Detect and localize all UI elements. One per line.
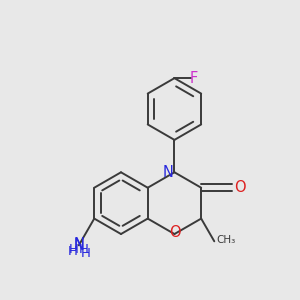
Text: CH₃: CH₃ xyxy=(217,235,236,245)
Text: H: H xyxy=(79,243,89,256)
Text: H: H xyxy=(69,243,79,256)
Text: O: O xyxy=(169,225,180,240)
Text: O: O xyxy=(234,180,246,195)
Text: N: N xyxy=(162,165,173,180)
Text: H: H xyxy=(81,247,91,260)
Text: F: F xyxy=(190,71,198,86)
Text: N: N xyxy=(74,237,84,252)
Text: N: N xyxy=(74,238,84,253)
Text: H: H xyxy=(68,244,78,257)
